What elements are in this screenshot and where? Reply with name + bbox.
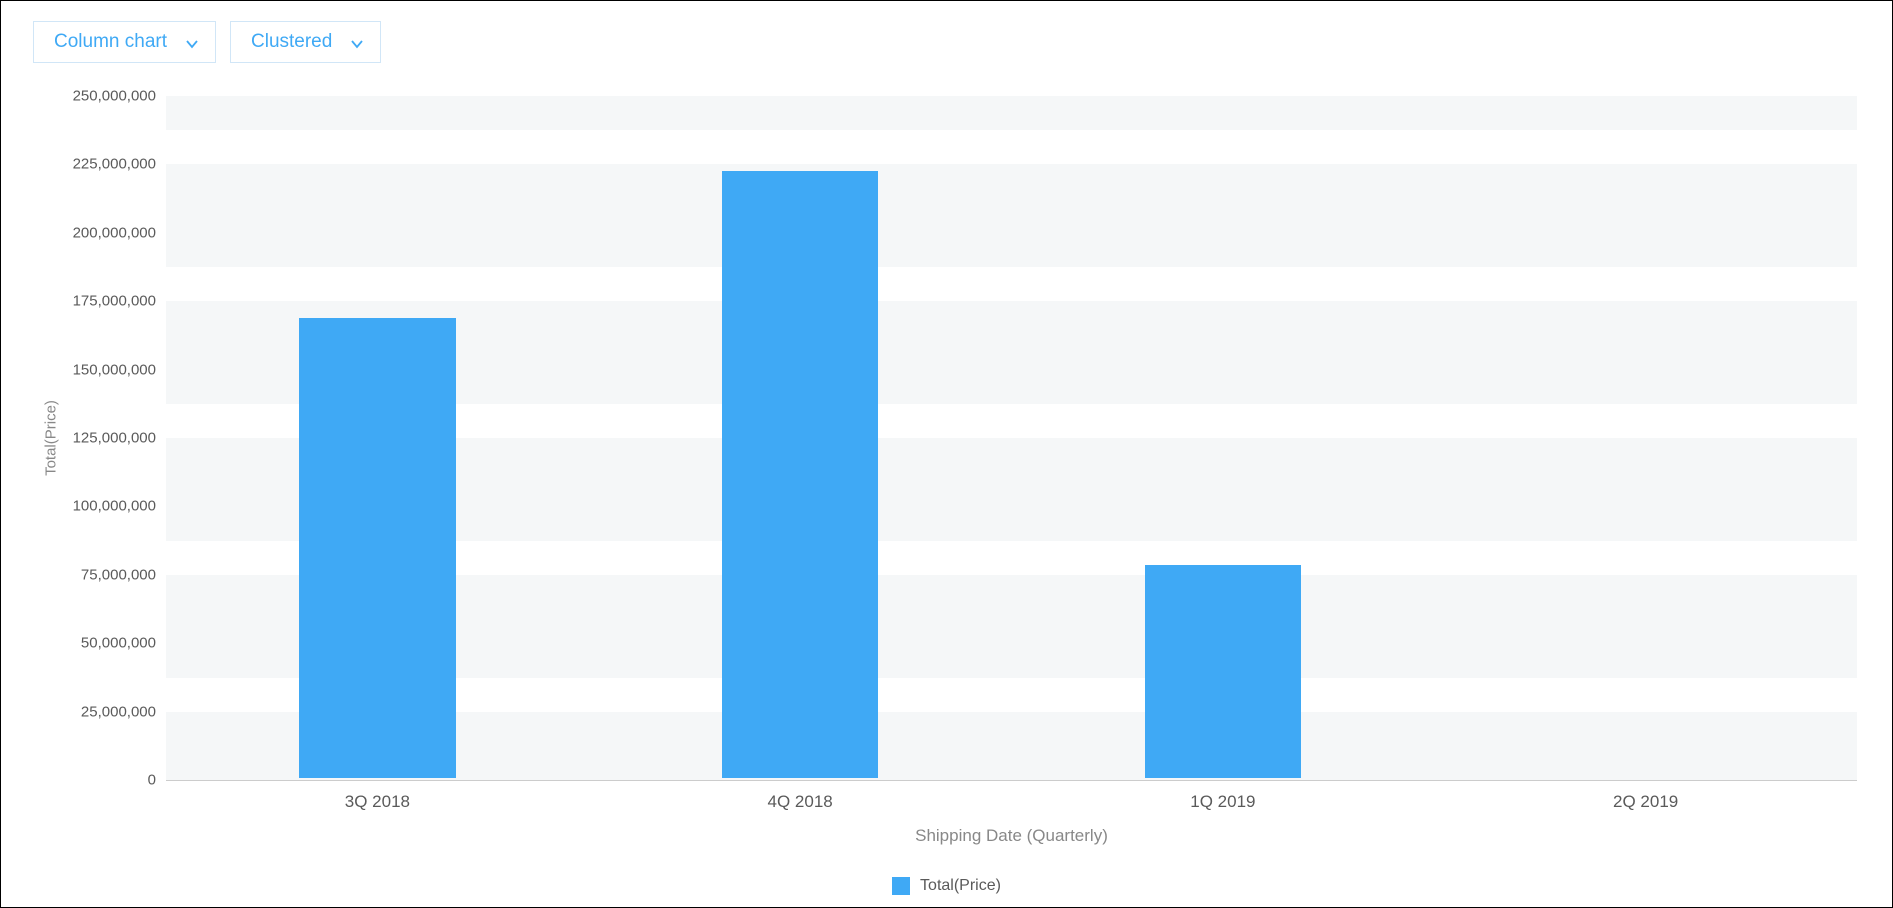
chart-panel: Column chart Clustered 0 25,000,000 50,000…	[0, 0, 1893, 908]
chart-type-dropdown[interactable]: Column chart	[33, 21, 216, 63]
x-axis-label: Shipping Date (Quarterly)	[166, 826, 1857, 846]
y-tick-label: 100,000,000	[36, 498, 156, 515]
chart-area: 0 25,000,000 50,000,000 75,000,000 100,000,0…	[36, 96, 1857, 852]
y-tick-label: 75,000,000	[36, 566, 156, 583]
x-tick-label: 4Q 2018	[768, 792, 833, 812]
y-tick-label: 50,000,000	[36, 635, 156, 652]
y-tick-label: 25,000,000	[36, 703, 156, 720]
y-tick-label: 0	[36, 772, 156, 789]
x-tick-label: 2Q 2019	[1613, 792, 1678, 812]
chart-layout-dropdown[interactable]: Clustered	[230, 21, 381, 63]
bar[interactable]	[1145, 565, 1301, 778]
x-tick-label: 3Q 2018	[345, 792, 410, 812]
grid-band	[166, 130, 1857, 164]
x-axis-line	[166, 780, 1857, 781]
y-axis-label: Total(Price)	[43, 400, 60, 476]
grid-band	[166, 267, 1857, 301]
chevron-down-icon	[350, 35, 364, 49]
chart-type-label: Column chart	[54, 31, 167, 53]
y-tick-label: 175,000,000	[36, 293, 156, 310]
y-tick-label: 250,000,000	[36, 88, 156, 105]
legend-label: Total(Price)	[920, 877, 1001, 895]
x-tick-label: 1Q 2019	[1190, 792, 1255, 812]
bar[interactable]	[299, 318, 455, 778]
chevron-down-icon	[185, 35, 199, 49]
bar[interactable]	[722, 171, 878, 778]
legend: Total(Price)	[1, 877, 1892, 895]
y-tick-label: 150,000,000	[36, 361, 156, 378]
chart-toolbar: Column chart Clustered	[33, 21, 381, 63]
y-tick-label: 200,000,000	[36, 224, 156, 241]
chart-layout-label: Clustered	[251, 31, 332, 53]
y-tick-label: 225,000,000	[36, 156, 156, 173]
legend-swatch	[892, 877, 910, 895]
